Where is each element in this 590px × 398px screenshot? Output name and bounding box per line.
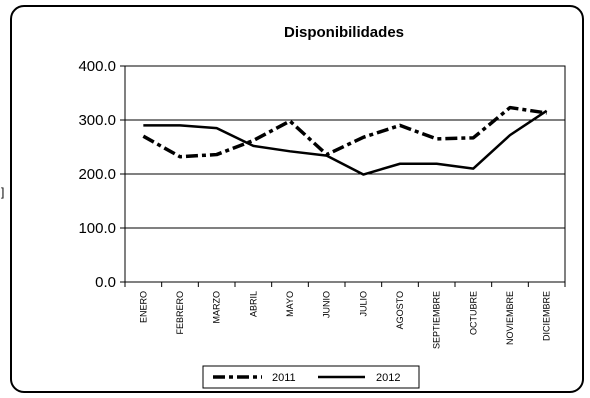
legend: 2011 2012 [202, 365, 420, 389]
gridlines [125, 119, 565, 229]
y-tick-label: 300.0 [78, 112, 116, 129]
x-tick-label: MAYO [285, 291, 295, 317]
x-tick-label: MARZO [212, 291, 222, 324]
y-tick-label: 100.0 [78, 220, 116, 237]
y-tick-label: 400.0 [78, 58, 116, 75]
legend-2012-label: 2012 [376, 372, 400, 384]
x-tick-label: ENERO [138, 291, 148, 323]
x-tick-label: AGOSTO [395, 291, 405, 329]
side-bracket-mark: ] [1, 185, 5, 199]
chart-frame [10, 5, 584, 393]
y-tick-label: 0.0 [95, 274, 116, 291]
series-line-2011 [142, 105, 547, 159]
chart-title: Disponibilidades [284, 24, 404, 41]
legend-box [202, 365, 420, 389]
x-tick-label: JULIO [358, 291, 368, 317]
y-tick-label: 200.0 [78, 166, 116, 183]
series-lines [142, 105, 548, 176]
x-tick-label: ABRIL [248, 291, 258, 317]
x-tick-label: JUNIO [322, 291, 332, 318]
legend-2011-label: 2011 [272, 372, 296, 384]
x-tick-label: FEBRERO [175, 291, 185, 335]
x-axis-ticks: ENERO FEBRERO MARZO ABRIL MAYO JUNIO JULIO AGOS… [124, 282, 566, 349]
x-tick-label: DICIEMBRE [542, 291, 552, 341]
series-line-2012 [143, 109, 548, 176]
x-tick-label: OCTUBRE [468, 291, 478, 335]
x-tick-label: NOVIEMBRE [505, 291, 515, 345]
x-tick-label: SEPTIEMBRE [432, 291, 442, 349]
y-axis-ticks: 0.0 100.0 200.0 300.0 400.0 [78, 58, 125, 291]
